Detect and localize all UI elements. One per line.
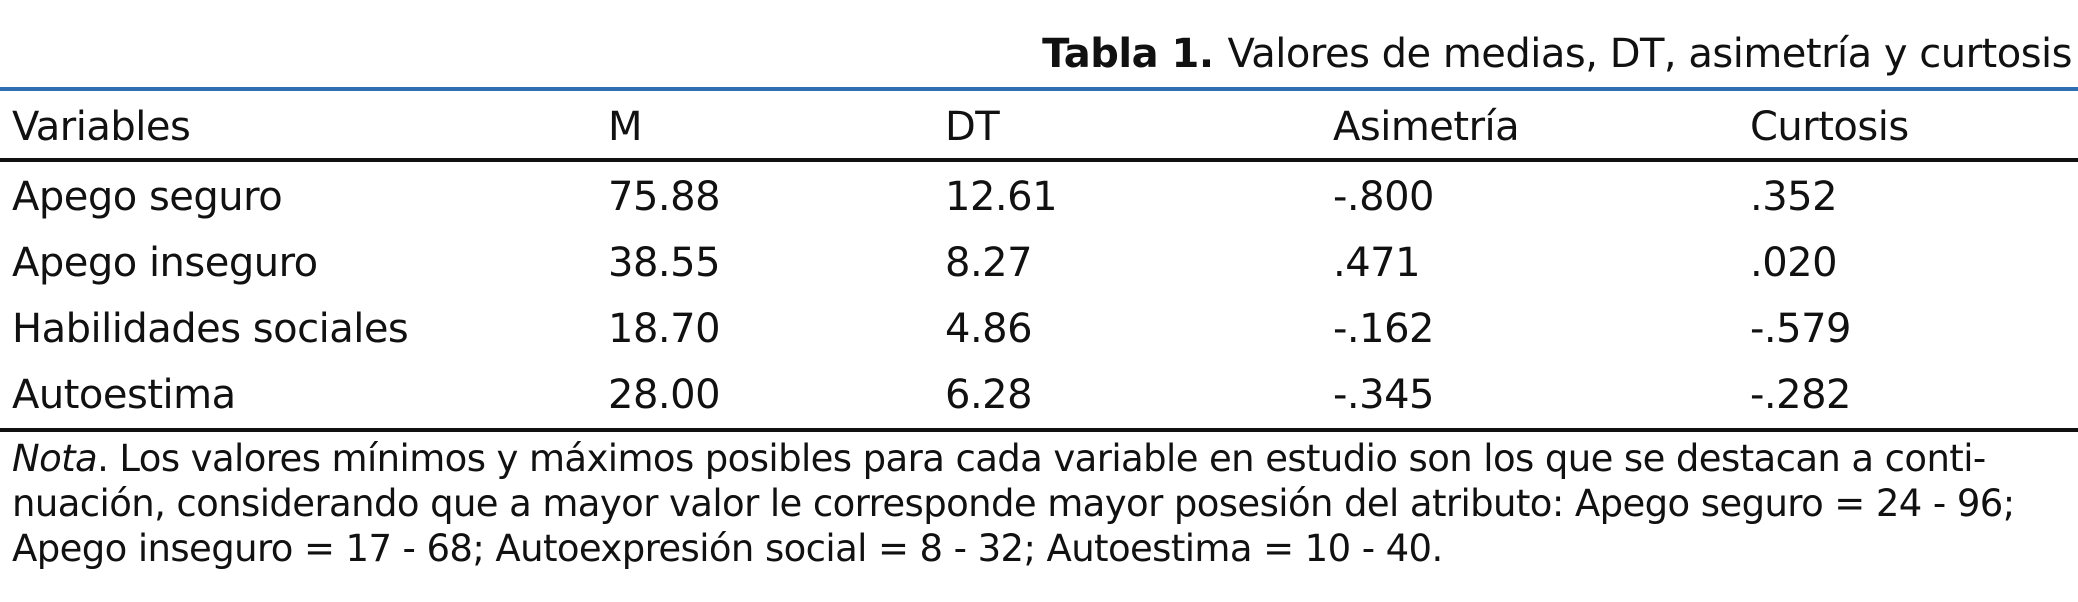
note-line-3: Apego inseguro = 17 - 68; Autoexpresión … xyxy=(12,527,1443,570)
table-header-row: Variables M DT Asimetría Curtosis xyxy=(0,94,2078,160)
top-rule xyxy=(0,87,2078,91)
column-header-asimetria: Asimetría xyxy=(1333,104,1520,150)
cell-asimetria: -.345 xyxy=(1333,372,1435,418)
table-row: Apego seguro 75.88 12.61 -.800 .352 xyxy=(0,164,2078,230)
table-note: Nota. Los valores mínimos y máximos posi… xyxy=(12,436,2068,571)
table-number: Tabla 1. xyxy=(1042,31,1214,77)
cell-asimetria: .471 xyxy=(1333,240,1421,286)
column-header-variables: Variables xyxy=(12,104,191,150)
cell-variable: Autoestima xyxy=(12,372,236,418)
header-rule xyxy=(0,158,2078,162)
cell-variable: Apego inseguro xyxy=(12,240,318,286)
cell-asimetria: -.162 xyxy=(1333,306,1435,352)
cell-variable: Habilidades sociales xyxy=(12,306,409,352)
cell-curtosis: -.282 xyxy=(1750,372,1852,418)
table-title: Valores de medias, DT, asimetría y curto… xyxy=(1227,31,2073,77)
cell-curtosis: .020 xyxy=(1750,240,1838,286)
cell-m: 38.55 xyxy=(608,240,721,286)
cell-m: 75.88 xyxy=(608,174,721,220)
cell-dt: 8.27 xyxy=(945,240,1033,286)
note-line-2: nuación, considerando que a mayor valor … xyxy=(12,482,2015,525)
column-header-curtosis: Curtosis xyxy=(1750,104,1909,150)
cell-dt: 4.86 xyxy=(945,306,1033,352)
column-header-m: M xyxy=(608,104,643,150)
cell-curtosis: -.579 xyxy=(1750,306,1852,352)
cell-dt: 6.28 xyxy=(945,372,1033,418)
cell-curtosis: .352 xyxy=(1750,174,1838,220)
table-caption: Tabla 1. Valores de medias, DT, asimetría… xyxy=(1042,26,2072,82)
cell-m: 18.70 xyxy=(608,306,721,352)
bottom-rule xyxy=(0,428,2078,432)
column-header-dt: DT xyxy=(945,104,1000,150)
cell-asimetria: -.800 xyxy=(1333,174,1435,220)
cell-dt: 12.61 xyxy=(945,174,1058,220)
cell-variable: Apego seguro xyxy=(12,174,283,220)
table-row: Habilidades sociales 18.70 4.86 -.162 -.… xyxy=(0,296,2078,362)
note-line-1: Nota. Los valores mínimos y máximos posi… xyxy=(12,436,2068,481)
note-text-1: . Los valores mínimos y máximos posibles… xyxy=(97,437,1986,480)
cell-m: 28.00 xyxy=(608,372,721,418)
table-row: Autoestima 28.00 6.28 -.345 -.282 xyxy=(0,362,2078,428)
note-label: Nota xyxy=(12,437,98,480)
table-row: Apego inseguro 38.55 8.27 .471 .020 xyxy=(0,230,2078,296)
